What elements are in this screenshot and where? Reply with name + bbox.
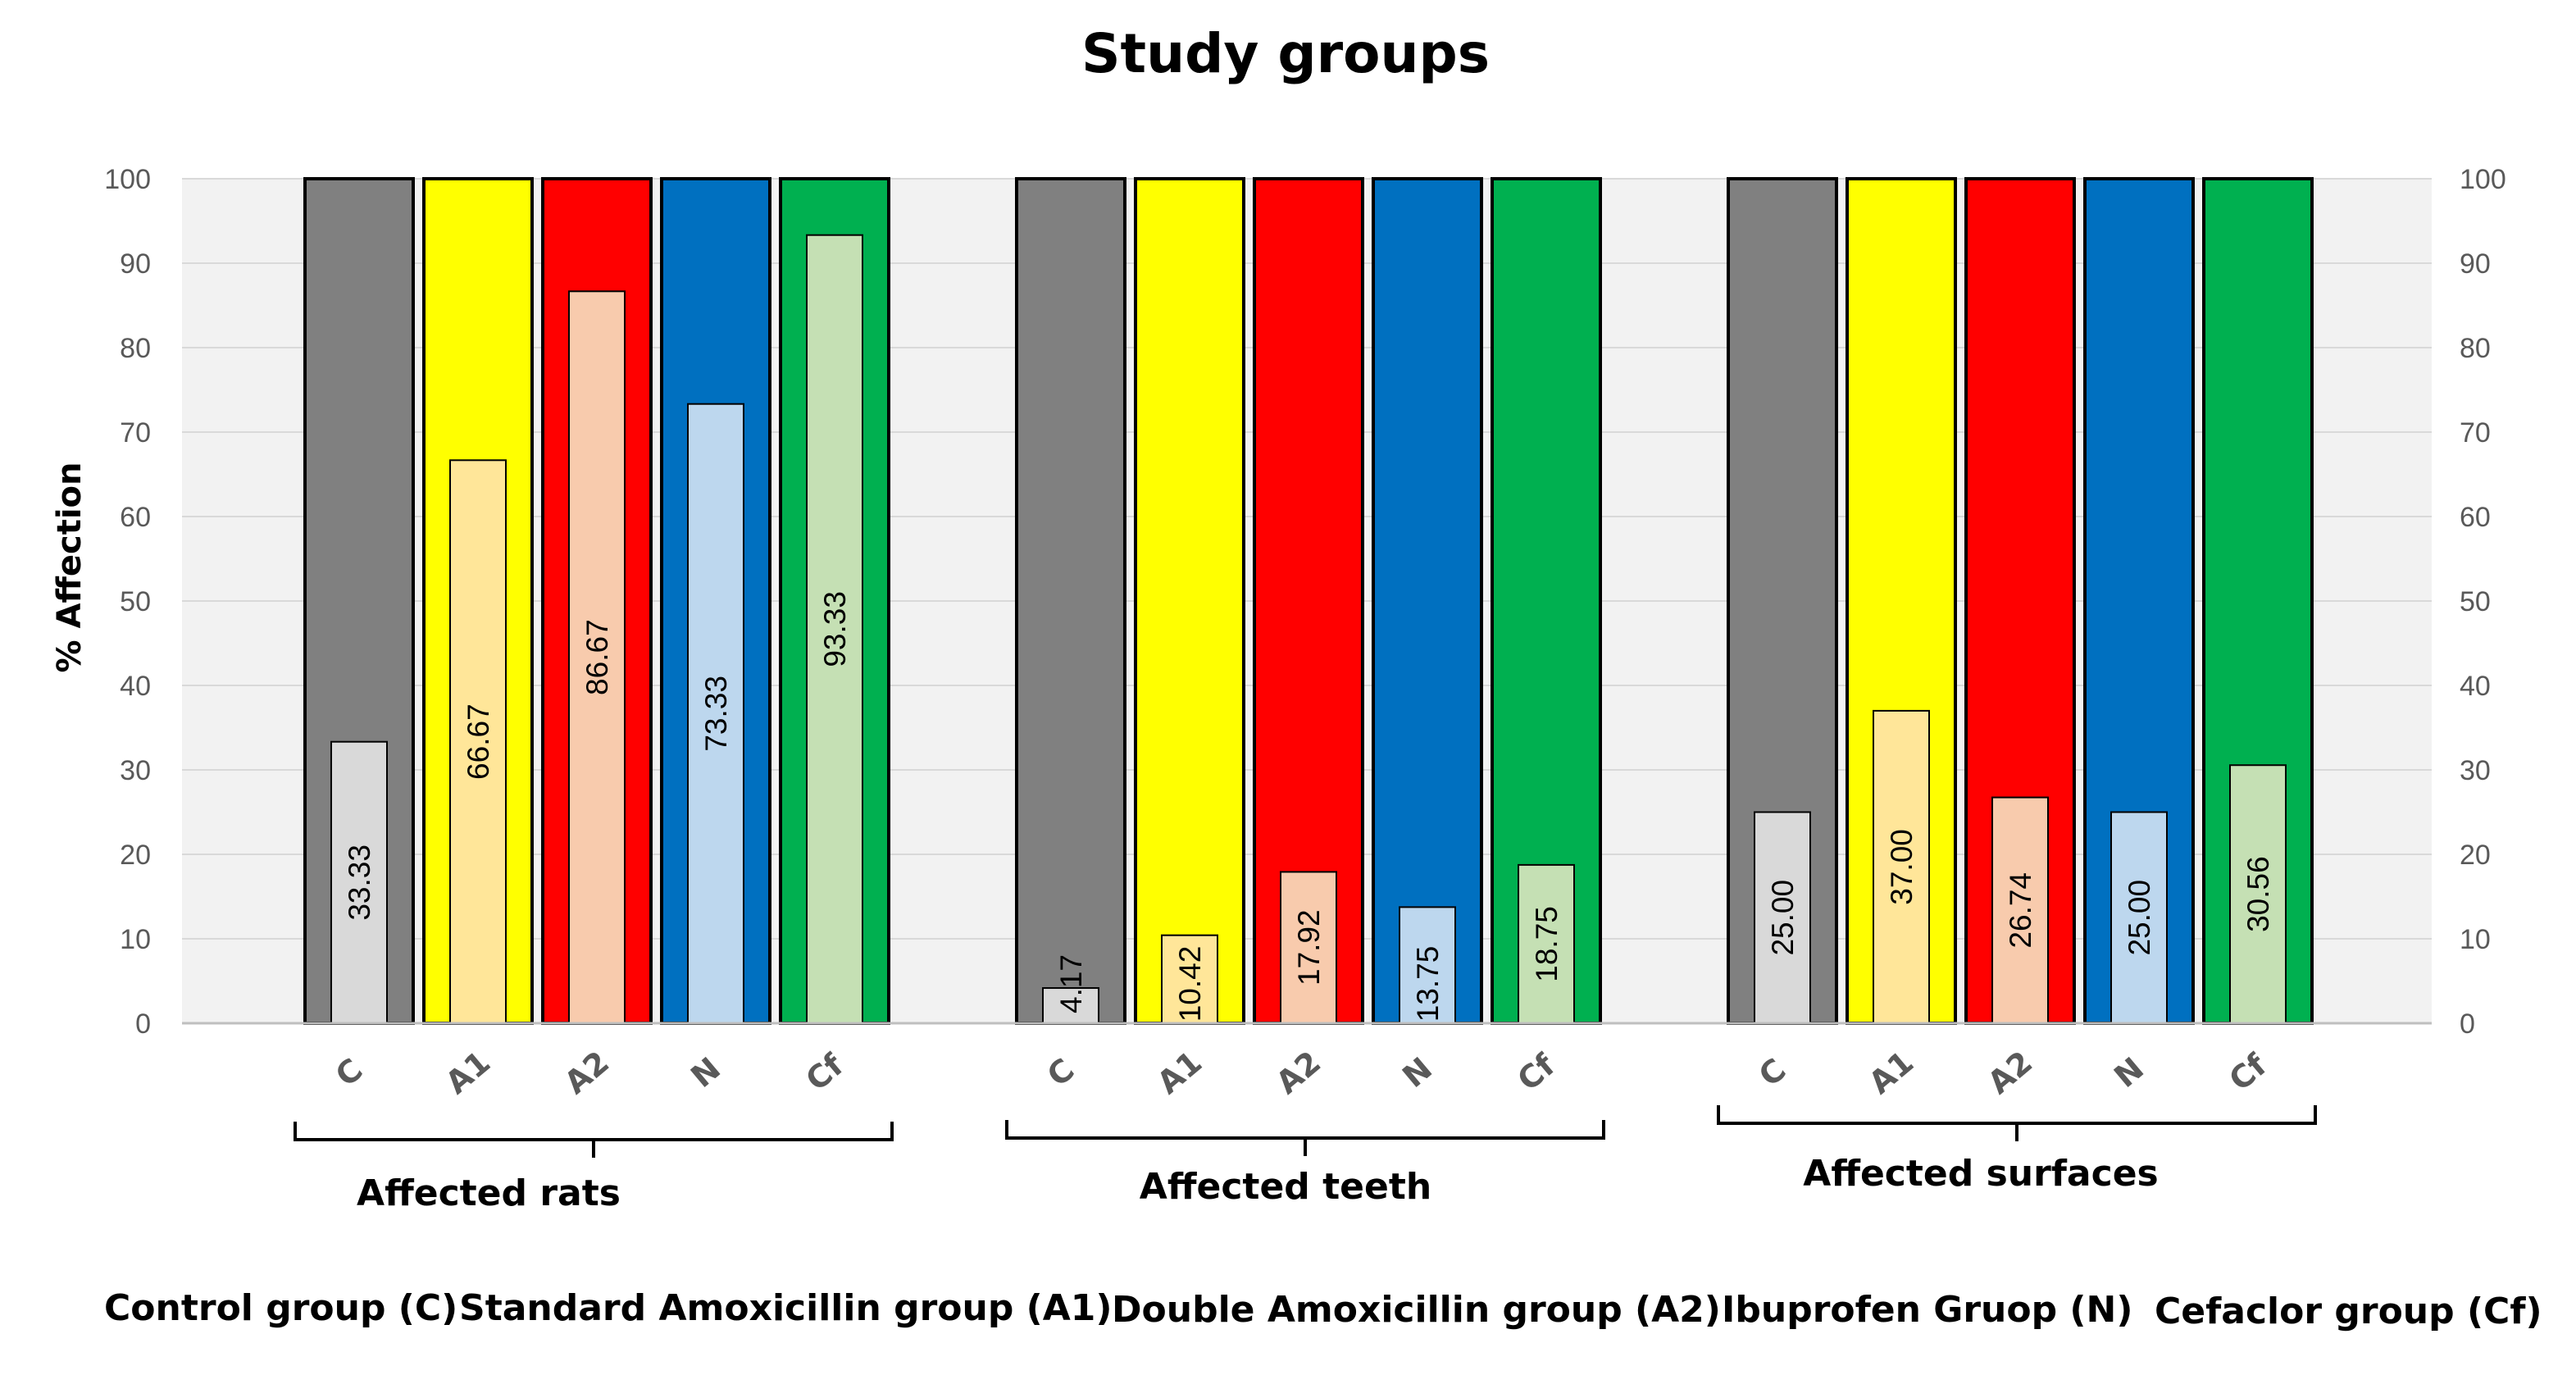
legend-item-standard-amoxicillin: Standard Amoxicillin group (A1) (459, 1287, 1113, 1329)
legend-item-cefaclor: Cefaclor group (Cf) (2155, 1291, 2542, 1332)
bars: 33.33 C 66.67 A1 86.67 A2 73.33 N 93.33 Cf Affecte… (294, 177, 2317, 1214)
y-tick-left-100: 100 (104, 164, 151, 195)
y-tick-right-80: 80 (2460, 333, 2491, 364)
x-tick-affected-teeth-a1: A1 (1150, 1044, 1208, 1101)
y-tick-left-50: 50 (120, 586, 151, 617)
data-label-affected-surfaces-c: 25.00 (1766, 880, 1800, 956)
legend-item-double-amoxicillin: Double Amoxicillin group (A2) (1112, 1289, 1721, 1331)
x-tick-affected-rats-n: N (684, 1050, 727, 1095)
legend-item-ibuprofen: Ibuprofen Gruop (N) (1722, 1289, 2132, 1331)
x-tick-affected-teeth-c: C (1040, 1051, 1081, 1094)
data-label-affected-surfaces-a1: 37.00 (1885, 829, 1918, 905)
bar-affected-surfaces-cf (2229, 764, 2287, 1024)
brace-affected-surfaces (1717, 1105, 2317, 1141)
y-tick-right-20: 20 (2460, 840, 2491, 871)
chart-title: Study groups (1081, 22, 1490, 85)
group-affected-surfaces: 25.00 C 37.00 A1 26.74 A2 25.00 N 30.56 Cf Affecte… (1717, 177, 2317, 1195)
data-label-affected-teeth-cf: 18.75 (1530, 906, 1563, 982)
brace-affected-teeth (1005, 1120, 1605, 1156)
y-tick-left-90: 90 (120, 248, 151, 280)
group-label-affected-teeth: Affected teeth (1140, 1166, 1431, 1208)
data-label-affected-rats-cf: 93.33 (818, 591, 852, 667)
bar-affected-surfaces-c (1754, 811, 1811, 1024)
y-tick-right-100: 100 (2460, 164, 2506, 195)
x-tick-affected-surfaces-a1: A1 (1862, 1044, 1920, 1101)
bar-affected-surfaces-a2 (1991, 796, 2049, 1024)
y-axis-label: % Affection (51, 462, 89, 673)
chart-text: Study groups % Affection (51, 22, 1490, 673)
bar-affected-rats-cf (806, 234, 863, 1024)
y-tick-right-10: 10 (2460, 924, 2491, 955)
y-tick-right-90: 90 (2460, 248, 2491, 280)
bar-affected-teeth-n (1399, 906, 1456, 1024)
bar-affected-rats-n (687, 403, 744, 1024)
x-tick-affected-rats-c: C (329, 1051, 370, 1094)
x-tick-affected-teeth-a2: A2 (1269, 1044, 1327, 1101)
legend-item-control: Control group (C) (104, 1287, 457, 1329)
data-label-affected-teeth-c: 4.17 (1054, 954, 1088, 1013)
bar-affected-rats-a2 (568, 290, 626, 1024)
x-tick-affected-surfaces-c: C (1752, 1051, 1793, 1094)
data-label-affected-rats-a2: 86.67 (580, 619, 614, 695)
x-tick-affected-surfaces-a2: A2 (1981, 1044, 2039, 1101)
x-tick-affected-rats-a2: A2 (558, 1044, 616, 1101)
x-tick-affected-surfaces-cf: Cf (2222, 1047, 2273, 1099)
y-tick-right-50: 50 (2460, 586, 2491, 617)
group-label-affected-surfaces: Affected surfaces (1803, 1153, 2158, 1195)
data-label-affected-rats-c: 33.33 (343, 845, 376, 921)
bar-affected-surfaces-a1 (1873, 709, 1930, 1025)
data-label-affected-teeth-a2: 17.92 (1292, 909, 1326, 986)
data-label-affected-surfaces-cf: 30.56 (2241, 856, 2275, 932)
data-label-affected-teeth-a1: 10.42 (1173, 946, 1207, 1022)
data-label-affected-rats-n: 73.33 (699, 676, 733, 752)
bar-affected-rats-c (330, 740, 388, 1024)
y-tick-left-60: 60 (120, 502, 151, 533)
group-affected-rats: 33.33 C 66.67 A1 86.67 A2 73.33 N 93.33 Cf Affecte… (294, 177, 894, 1214)
x-tick-affected-teeth-n: N (1395, 1050, 1439, 1095)
y-tick-right-30: 30 (2460, 755, 2491, 786)
legend: Control group (C) Standard Amoxicillin g… (104, 1287, 2542, 1332)
x-tick-affected-surfaces-n: N (2107, 1050, 2150, 1095)
bar-bg-affected-teeth-n (1372, 177, 1483, 1025)
y-tick-right-40: 40 (2460, 671, 2491, 702)
brace-affected-rats (294, 1122, 894, 1158)
y-tick-right-70: 70 (2460, 417, 2491, 448)
x-tick-affected-teeth-cf: Cf (1510, 1047, 1562, 1099)
y-tick-left-40: 40 (120, 671, 151, 702)
group-affected-teeth: 4.17 C 10.42 A1 17.92 A2 13.75 N 18.75 Cf Affected… (1005, 177, 1605, 1208)
y-tick-left-30: 30 (120, 755, 151, 786)
bar-bg-affected-teeth-c (1015, 177, 1126, 1025)
bar-affected-rats-a1 (449, 459, 507, 1024)
bar-affected-surfaces-n (2110, 811, 2168, 1024)
data-label-affected-surfaces-a2: 26.74 (2004, 872, 2037, 949)
y-tick-left-0: 0 (135, 1008, 151, 1040)
y-tick-right-0: 0 (2460, 1008, 2475, 1040)
y-tick-left-70: 70 (120, 417, 151, 448)
y-tick-left-20: 20 (120, 840, 151, 871)
bar-affected-teeth-c (1042, 987, 1099, 1024)
y-tick-left-80: 80 (120, 333, 151, 364)
data-label-affected-rats-a1: 66.67 (462, 703, 495, 780)
bar-bg-affected-teeth-a1 (1134, 177, 1245, 1025)
data-label-affected-teeth-n: 13.75 (1411, 946, 1445, 1022)
group-label-affected-rats: Affected rats (357, 1172, 621, 1214)
axes: 0 0 10 10 20 20 30 30 40 40 50 50 60 60 70 70 80 80 90 90 10… (104, 164, 2505, 1040)
x-tick-affected-rats-cf: Cf (799, 1047, 850, 1099)
bar-affected-teeth-a1 (1161, 934, 1218, 1024)
data-label-affected-surfaces-n: 25.00 (2123, 880, 2156, 956)
y-tick-left-10: 10 (120, 924, 151, 955)
x-tick-affected-rats-a1: A1 (439, 1044, 497, 1101)
y-tick-right-60: 60 (2460, 502, 2491, 533)
